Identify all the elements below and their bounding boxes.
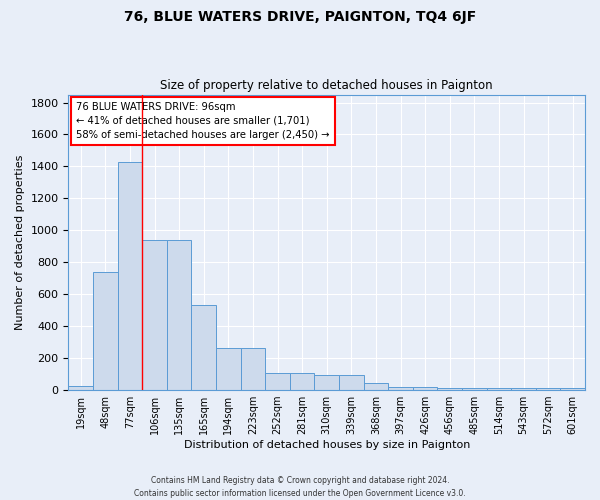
Bar bbox=[265, 372, 290, 390]
Bar bbox=[560, 388, 585, 390]
X-axis label: Distribution of detached houses by size in Paignton: Distribution of detached houses by size … bbox=[184, 440, 470, 450]
Bar bbox=[167, 240, 191, 390]
Bar bbox=[290, 372, 314, 390]
Y-axis label: Number of detached properties: Number of detached properties bbox=[15, 154, 25, 330]
Text: 76 BLUE WATERS DRIVE: 96sqm
← 41% of detached houses are smaller (1,701)
58% of : 76 BLUE WATERS DRIVE: 96sqm ← 41% of det… bbox=[76, 102, 329, 140]
Bar bbox=[437, 388, 462, 390]
Bar bbox=[93, 272, 118, 390]
Bar bbox=[191, 306, 216, 390]
Bar bbox=[241, 348, 265, 390]
Bar bbox=[68, 386, 93, 390]
Bar bbox=[413, 387, 437, 390]
Text: 76, BLUE WATERS DRIVE, PAIGNTON, TQ4 6JF: 76, BLUE WATERS DRIVE, PAIGNTON, TQ4 6JF bbox=[124, 10, 476, 24]
Bar bbox=[314, 375, 339, 390]
Title: Size of property relative to detached houses in Paignton: Size of property relative to detached ho… bbox=[160, 79, 493, 92]
Bar bbox=[388, 387, 413, 390]
Bar bbox=[118, 162, 142, 390]
Bar bbox=[536, 388, 560, 390]
Bar bbox=[142, 240, 167, 390]
Bar bbox=[339, 375, 364, 390]
Bar bbox=[487, 388, 511, 390]
Bar bbox=[216, 348, 241, 390]
Text: Contains HM Land Registry data © Crown copyright and database right 2024.
Contai: Contains HM Land Registry data © Crown c… bbox=[134, 476, 466, 498]
Bar bbox=[364, 383, 388, 390]
Bar bbox=[511, 388, 536, 390]
Bar bbox=[462, 388, 487, 390]
